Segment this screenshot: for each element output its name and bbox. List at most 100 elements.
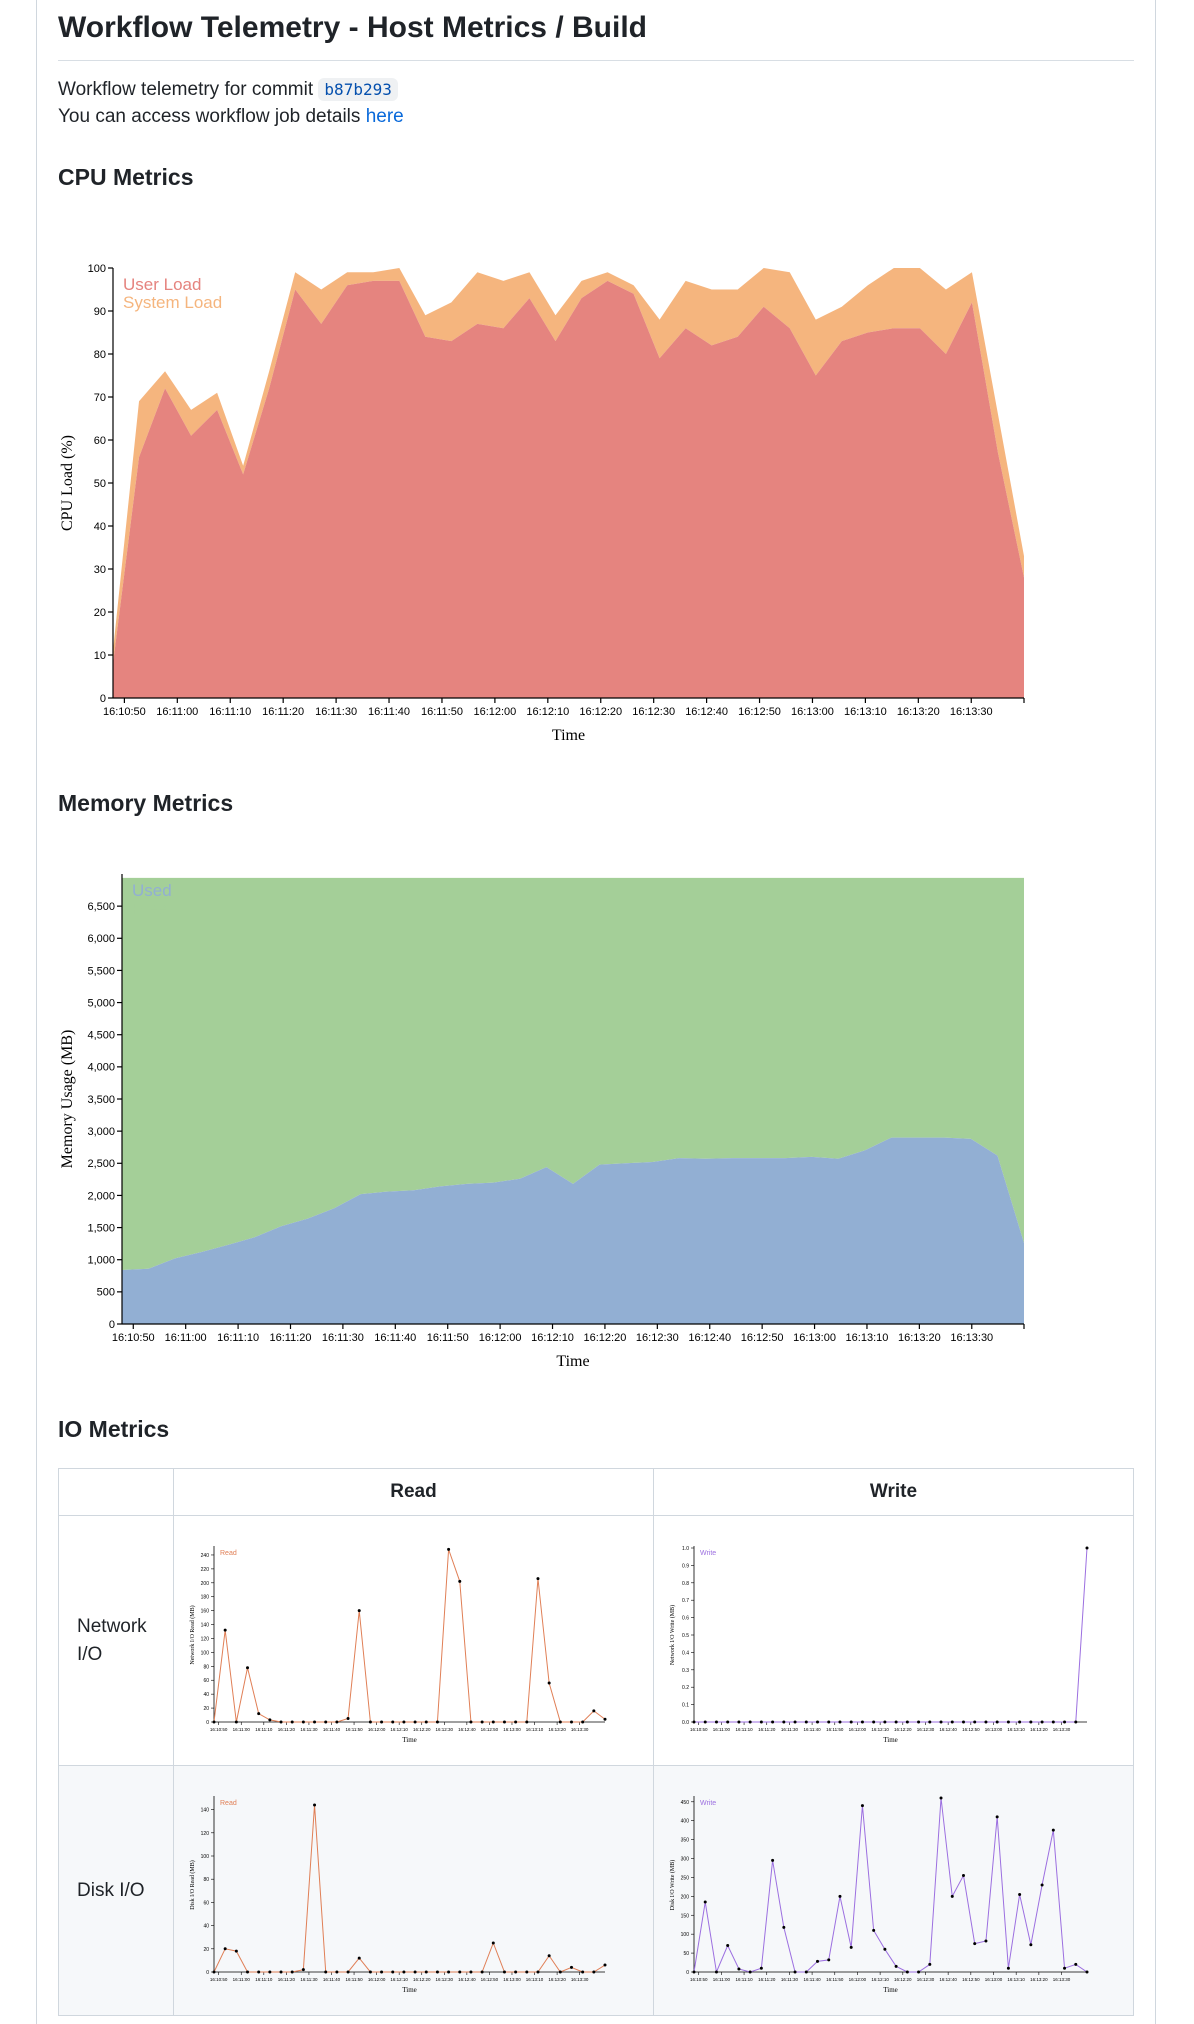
y-tick-label: 120 bbox=[201, 1636, 210, 1642]
x-axis-title: Time bbox=[556, 1353, 589, 1370]
data-point bbox=[603, 1963, 607, 1967]
data-point bbox=[883, 1947, 887, 1951]
data-point bbox=[268, 1718, 272, 1722]
data-point bbox=[759, 1966, 763, 1970]
y-tick-label: 50 bbox=[683, 1951, 689, 1957]
data-point bbox=[424, 1720, 428, 1724]
data-point bbox=[391, 1720, 395, 1724]
x-tick-label: 16:11:50 bbox=[345, 1727, 363, 1732]
data-point bbox=[816, 1959, 820, 1963]
legend-read: Read bbox=[220, 1550, 237, 1557]
x-tick-label: 16:12:50 bbox=[741, 1332, 784, 1344]
x-tick-label: 16:13:10 bbox=[526, 1727, 544, 1732]
x-tick-label: 16:11:30 bbox=[300, 1977, 318, 1982]
x-tick-label: 16:12:20 bbox=[894, 1727, 912, 1732]
data-point bbox=[413, 1720, 417, 1724]
y-tick-label: 70 bbox=[94, 392, 106, 404]
data-point bbox=[558, 1720, 562, 1724]
data-point bbox=[413, 1970, 417, 1974]
data-point bbox=[569, 1965, 573, 1969]
x-tick-label: 16:12:40 bbox=[458, 1977, 476, 1982]
data-point bbox=[1006, 1966, 1010, 1970]
y-tick-label: 220 bbox=[201, 1567, 210, 1573]
data-point bbox=[1006, 1720, 1010, 1724]
x-tick-label: 16:12:30 bbox=[436, 1977, 454, 1982]
area-free bbox=[122, 877, 1024, 1270]
data-point bbox=[536, 1970, 540, 1974]
data-point bbox=[1063, 1966, 1067, 1970]
x-tick-label: 16:11:50 bbox=[826, 1977, 844, 1982]
data-point bbox=[1085, 1546, 1089, 1550]
x-tick-label: 16:11:40 bbox=[323, 1727, 341, 1732]
data-point bbox=[917, 1970, 921, 1974]
io-row-label-disk: Disk I/O bbox=[58, 1765, 174, 2016]
y-tick-label: 30 bbox=[94, 564, 106, 576]
y-axis-title: Memory Usage (MB) bbox=[59, 1030, 76, 1169]
y-tick-label: 0 bbox=[206, 1720, 209, 1726]
network-write-cell: 0.0 0.1 0.2 0.3 0.4 0.5 0.6 0.7 0.8 0.9 1.0 16:10:5… bbox=[653, 1515, 1134, 1766]
y-tick-label: 6,500 bbox=[87, 901, 115, 913]
series-line bbox=[213, 1804, 606, 1973]
y-axis-title: Disk I/O Read (MB) bbox=[189, 1860, 196, 1910]
data-point bbox=[592, 1709, 596, 1713]
data-point bbox=[917, 1720, 921, 1724]
job-details-link[interactable]: here bbox=[365, 106, 404, 127]
data-point bbox=[973, 1720, 977, 1724]
data-point bbox=[424, 1970, 428, 1974]
y-tick-label: 10 bbox=[94, 650, 106, 662]
x-tick-label: 16:11:10 bbox=[255, 1977, 273, 1982]
data-point bbox=[212, 1720, 216, 1724]
data-point bbox=[748, 1720, 752, 1724]
x-tick-label: 16:11:20 bbox=[758, 1727, 776, 1732]
data-point bbox=[447, 1970, 451, 1974]
network-write-chart: 0.0 0.1 0.2 0.3 0.4 0.5 0.6 0.7 0.8 0.9 1.0 16:10:5… bbox=[669, 1546, 1089, 1744]
x-tick-label: 16:13:10 bbox=[1007, 1727, 1025, 1732]
x-tick-label: 16:12:00 bbox=[368, 1727, 386, 1732]
x-tick-label: 16:12:20 bbox=[584, 1332, 627, 1344]
data-point bbox=[502, 1720, 506, 1724]
io-header-read: Read bbox=[172, 1468, 655, 1516]
x-tick-label: 16:11:50 bbox=[826, 1727, 844, 1732]
data-point bbox=[480, 1970, 484, 1974]
data-point bbox=[514, 1720, 518, 1724]
x-tick-label: 16:12:30 bbox=[632, 706, 675, 718]
x-tick-label: 16:11:00 bbox=[713, 1977, 731, 1982]
data-point bbox=[380, 1720, 384, 1724]
y-tick-label: 140 bbox=[201, 1623, 210, 1629]
cpu-section-title: CPU Metrics bbox=[58, 164, 194, 190]
data-point bbox=[301, 1720, 305, 1724]
x-tick-label: 16:12:50 bbox=[962, 1727, 980, 1732]
x-tick-label: 16:12:30 bbox=[636, 1332, 679, 1344]
data-point bbox=[827, 1958, 831, 1962]
x-tick-label: 16:12:20 bbox=[413, 1727, 431, 1732]
x-tick-label: 16:11:20 bbox=[262, 706, 304, 718]
data-point bbox=[816, 1720, 820, 1724]
data-point bbox=[714, 1720, 718, 1724]
y-tick-label: 3,500 bbox=[87, 1094, 115, 1106]
disk-write-cell: 0 50 100 150 200 250 300 350 400 450 16:10:50 16:11… bbox=[653, 1765, 1134, 2016]
data-point bbox=[435, 1970, 439, 1974]
y-tick-label: 1,000 bbox=[87, 1255, 115, 1267]
data-point bbox=[793, 1720, 797, 1724]
data-point bbox=[257, 1712, 261, 1716]
data-point bbox=[726, 1944, 730, 1948]
area-user-load bbox=[113, 280, 1024, 698]
x-tick-label: 16:10:50 bbox=[112, 1332, 155, 1344]
y-tick-label: 140 bbox=[201, 1808, 210, 1814]
data-point bbox=[782, 1720, 786, 1724]
x-tick-label: 16:10:50 bbox=[210, 1727, 228, 1732]
data-point bbox=[872, 1720, 876, 1724]
data-point bbox=[245, 1666, 249, 1670]
x-tick-label: 16:12:10 bbox=[390, 1727, 408, 1732]
x-tick-label: 16:11:20 bbox=[278, 1727, 296, 1732]
x-tick-label: 16:11:50 bbox=[345, 1977, 363, 1982]
data-point bbox=[279, 1720, 283, 1724]
data-point bbox=[1074, 1962, 1078, 1966]
data-point bbox=[714, 1970, 718, 1974]
network-read-chart: 0 20 40 60 80 100 120 140 160 180 200 220 240 16:10:5… bbox=[189, 1546, 607, 1744]
data-point bbox=[894, 1720, 898, 1724]
x-tick-label: 16:13:30 bbox=[950, 1332, 993, 1344]
x-tick-label: 16:12:20 bbox=[579, 706, 622, 718]
data-point bbox=[502, 1970, 506, 1974]
x-tick-label: 16:11:00 bbox=[165, 1332, 207, 1344]
